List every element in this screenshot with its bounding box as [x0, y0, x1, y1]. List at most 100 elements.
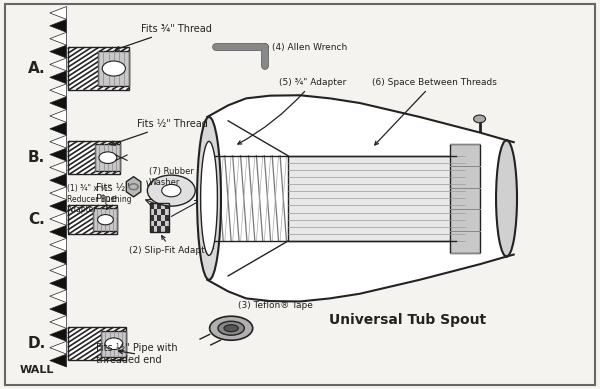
Text: (6) Space Between Threads: (6) Space Between Threads: [372, 77, 497, 145]
Bar: [68, 327, 127, 360]
Polygon shape: [50, 315, 67, 328]
Ellipse shape: [200, 141, 217, 255]
Bar: [161, 221, 165, 226]
Circle shape: [99, 152, 117, 163]
Circle shape: [473, 115, 485, 123]
Bar: [68, 47, 130, 90]
Bar: [154, 215, 157, 221]
Polygon shape: [50, 7, 67, 19]
Polygon shape: [50, 290, 67, 303]
Text: C.: C.: [28, 212, 45, 227]
Text: WALL: WALL: [19, 365, 54, 375]
Circle shape: [105, 338, 123, 350]
Bar: [154, 221, 157, 226]
Ellipse shape: [197, 117, 221, 280]
Bar: [161, 215, 165, 221]
Bar: [157, 203, 161, 209]
Polygon shape: [50, 84, 67, 96]
Bar: [94, 208, 118, 231]
Polygon shape: [50, 277, 67, 290]
Ellipse shape: [209, 316, 253, 340]
Bar: [157, 209, 161, 215]
Bar: [165, 221, 169, 226]
Text: (3) Teflon® Tape: (3) Teflon® Tape: [238, 301, 313, 310]
Bar: [161, 226, 165, 232]
Polygon shape: [50, 45, 67, 58]
Bar: [95, 144, 121, 171]
Bar: [161, 209, 165, 215]
Polygon shape: [50, 58, 67, 71]
Text: Fits ½" Thread: Fits ½" Thread: [111, 119, 208, 145]
Bar: [165, 203, 169, 209]
Bar: [157, 221, 161, 226]
Polygon shape: [50, 135, 67, 148]
Polygon shape: [50, 174, 67, 187]
Ellipse shape: [218, 321, 244, 335]
Polygon shape: [50, 161, 67, 174]
Text: Fits ½" Pipe with
threaded end: Fits ½" Pipe with threaded end: [97, 343, 178, 365]
Bar: [154, 203, 157, 209]
Polygon shape: [50, 187, 67, 200]
Text: A.: A.: [28, 61, 46, 76]
Bar: [150, 215, 154, 221]
Polygon shape: [50, 200, 67, 212]
Polygon shape: [50, 19, 67, 32]
Polygon shape: [50, 109, 67, 123]
Text: (2) Slip-Fit Adapter: (2) Slip-Fit Adapter: [130, 236, 215, 255]
Polygon shape: [50, 32, 67, 45]
Text: D.: D.: [28, 336, 46, 351]
Polygon shape: [50, 225, 67, 238]
Circle shape: [98, 215, 113, 225]
Bar: [150, 209, 154, 215]
Bar: [161, 203, 165, 209]
Text: (5) ¾" Adapter: (5) ¾" Adapter: [238, 77, 346, 144]
Polygon shape: [50, 238, 67, 251]
Bar: [68, 205, 118, 234]
Bar: [101, 331, 127, 357]
Bar: [154, 209, 157, 215]
Circle shape: [102, 61, 125, 76]
Polygon shape: [50, 341, 67, 354]
Circle shape: [162, 184, 181, 197]
Bar: [288, 156, 464, 241]
Bar: [154, 226, 157, 232]
Polygon shape: [50, 303, 67, 315]
Text: (4) Allen Wrench: (4) Allen Wrench: [272, 43, 348, 52]
Bar: [165, 226, 169, 232]
Ellipse shape: [224, 325, 238, 332]
Polygon shape: [127, 177, 141, 197]
Bar: [98, 51, 130, 86]
Text: (1) ¾" x ½"
Reducer Bushing
Adapter: (1) ¾" x ½" Reducer Bushing Adapter: [67, 184, 131, 214]
Polygon shape: [50, 264, 67, 277]
Text: Fits ½"
Pipe: Fits ½" Pipe: [97, 182, 130, 210]
Polygon shape: [50, 328, 67, 341]
Circle shape: [148, 175, 195, 206]
Bar: [68, 141, 121, 174]
Bar: [165, 215, 169, 221]
Bar: [157, 215, 161, 221]
Bar: [150, 221, 154, 226]
Text: Universal Tub Spout: Universal Tub Spout: [329, 314, 487, 328]
Bar: [165, 209, 169, 215]
Bar: [150, 226, 154, 232]
Bar: [150, 203, 154, 209]
Polygon shape: [207, 95, 506, 301]
Polygon shape: [50, 71, 67, 84]
Polygon shape: [50, 251, 67, 264]
Bar: [157, 226, 161, 232]
Ellipse shape: [496, 140, 517, 256]
Bar: [68, 327, 127, 360]
Text: (7) Rubber
Washer: (7) Rubber Washer: [149, 167, 194, 187]
Bar: [68, 205, 118, 234]
Polygon shape: [50, 96, 67, 109]
Polygon shape: [50, 148, 67, 161]
Bar: [68, 141, 121, 174]
Text: Fits ¾" Thread: Fits ¾" Thread: [115, 24, 212, 50]
Polygon shape: [50, 212, 67, 225]
Text: B.: B.: [28, 150, 45, 165]
Bar: [449, 144, 479, 252]
Bar: [150, 203, 169, 232]
Polygon shape: [50, 354, 67, 367]
Polygon shape: [50, 123, 67, 135]
Bar: [68, 47, 130, 90]
